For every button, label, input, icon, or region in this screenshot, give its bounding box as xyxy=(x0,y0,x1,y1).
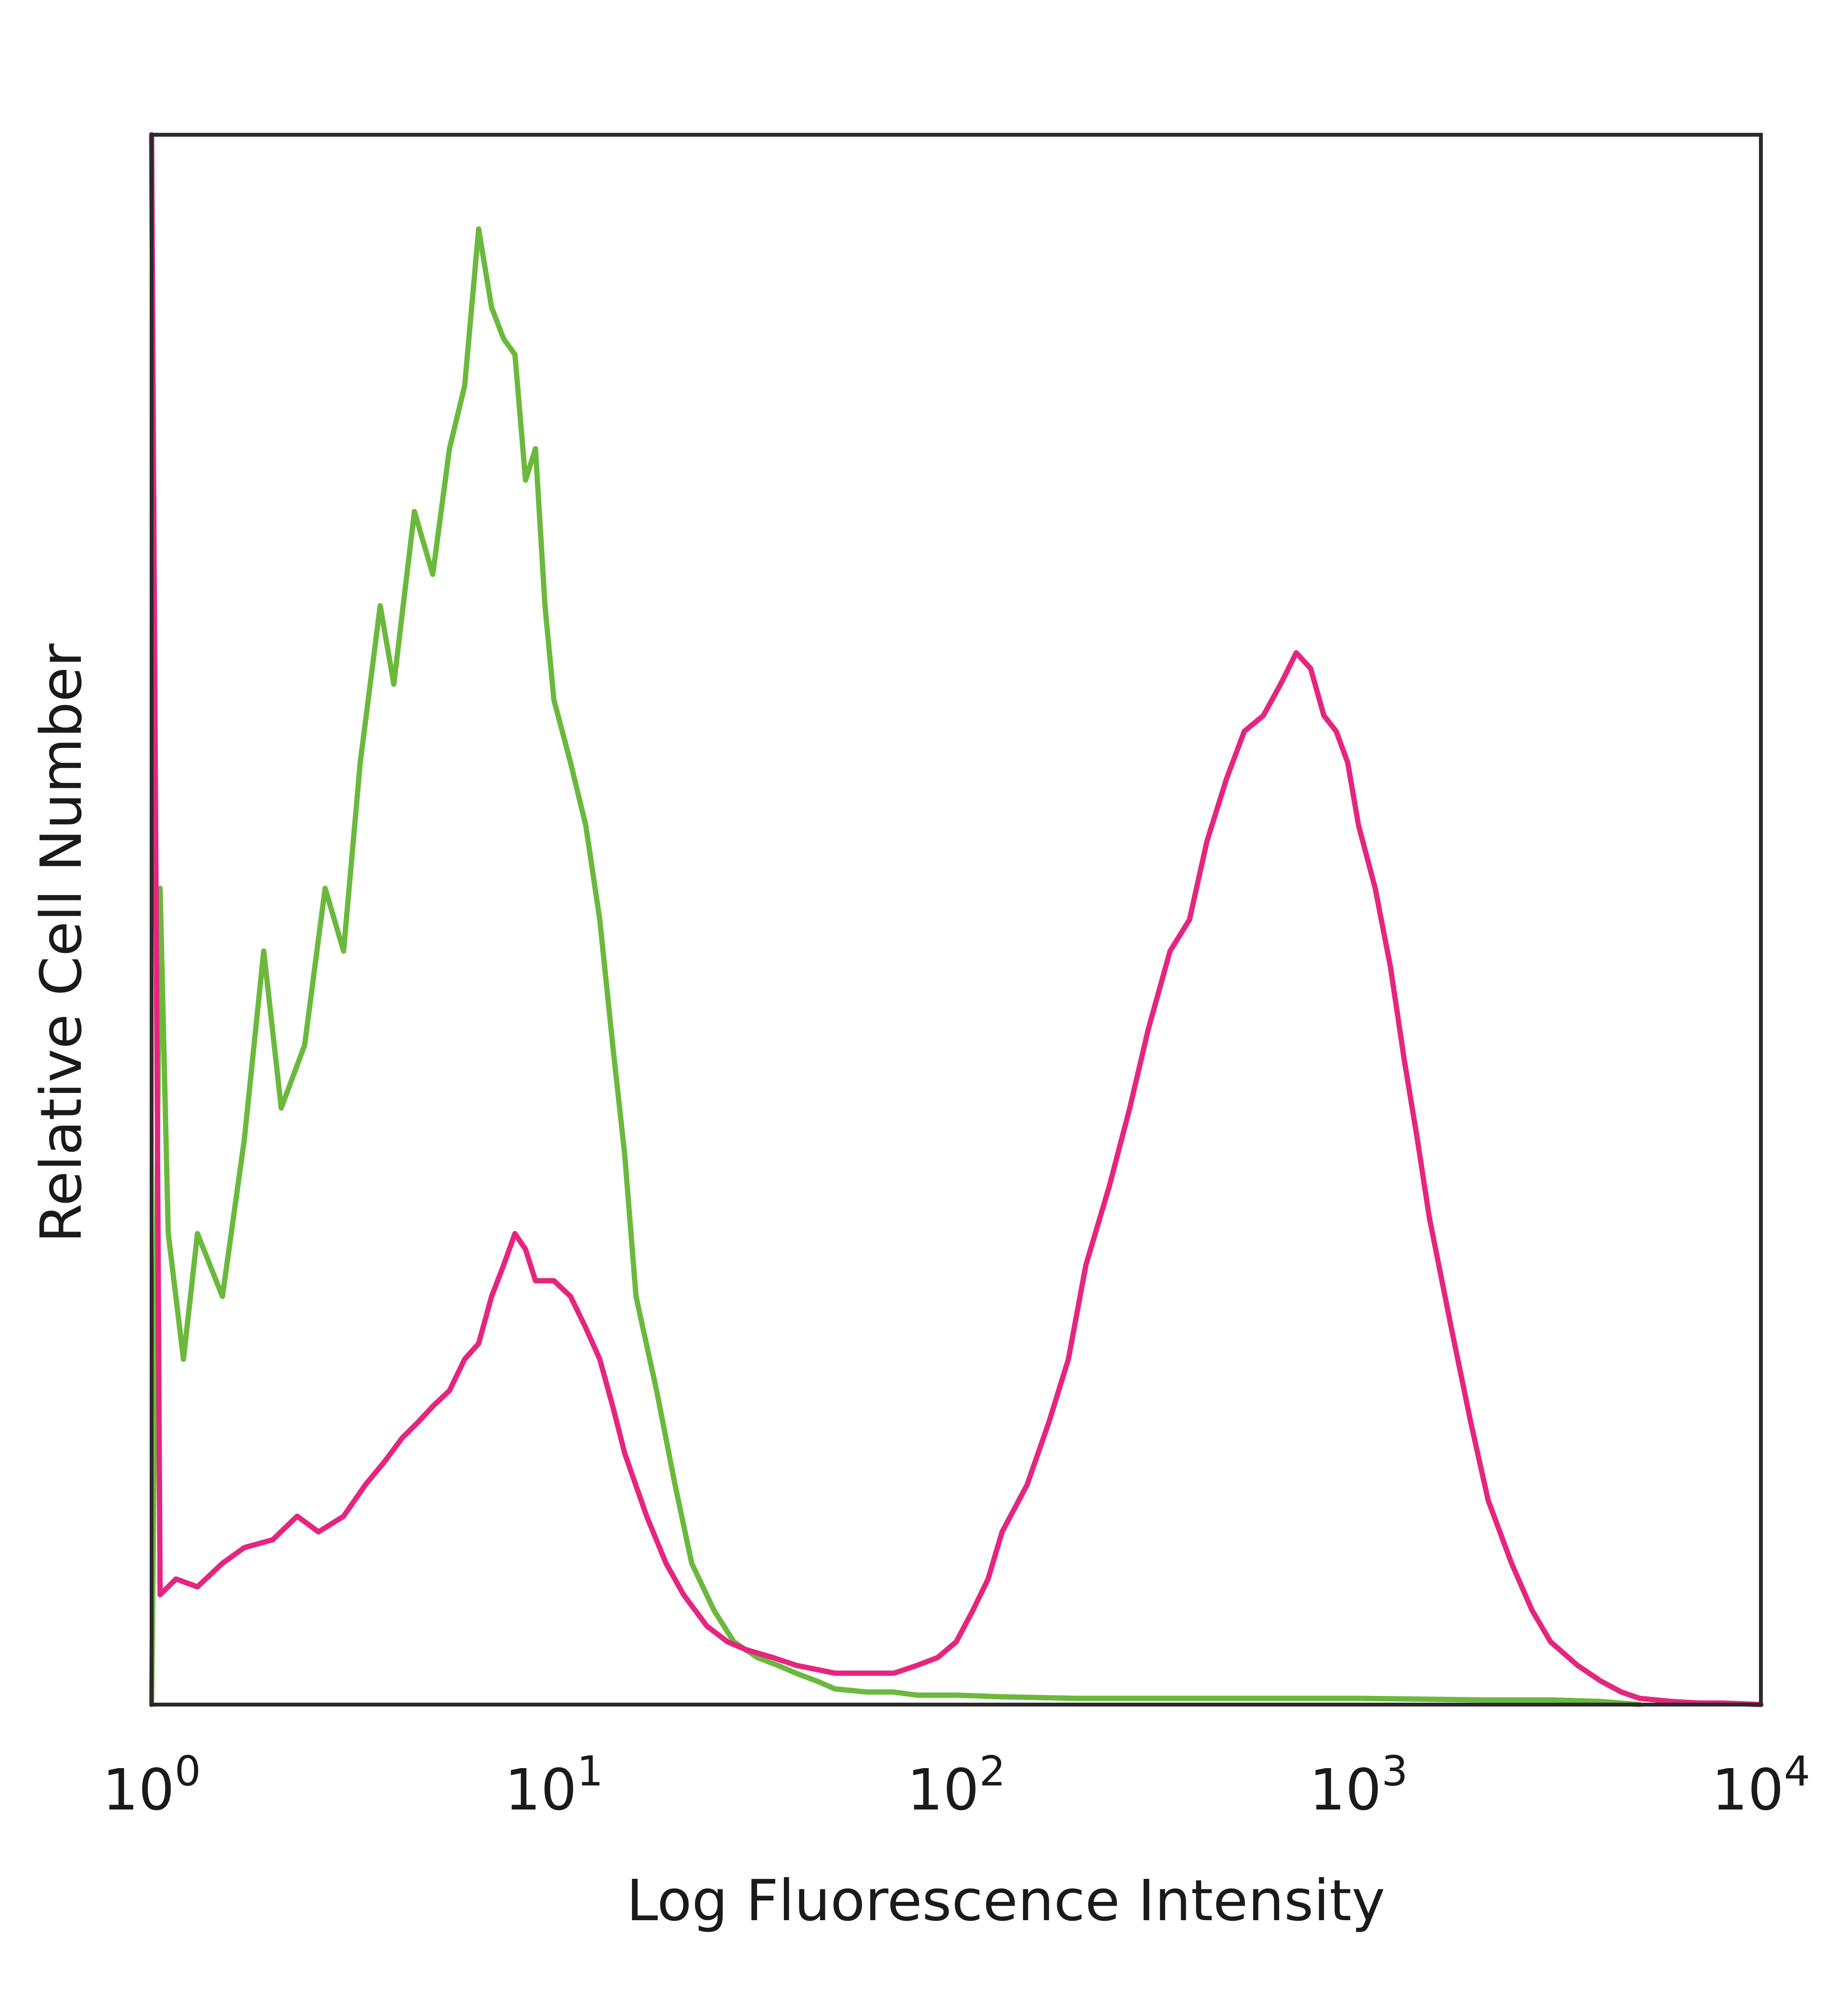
y-axis-title: Relative Cell Number xyxy=(28,643,94,1243)
plot-frame xyxy=(150,133,1763,1707)
x-tick-label-0: 100 xyxy=(103,1747,201,1823)
x-tick-label-3: 103 xyxy=(1309,1747,1408,1823)
x-tick-label-4: 104 xyxy=(1712,1747,1810,1823)
x-tick-label-1: 101 xyxy=(505,1747,603,1823)
x-axis-title: Log Fluorescence Intensity xyxy=(627,1867,1386,1934)
histogram-series-2 xyxy=(149,132,1764,1707)
x-tick-label-2: 102 xyxy=(907,1747,1006,1823)
series-layer xyxy=(149,132,1764,1707)
x-tick-labels: 100 101 102 103 104 xyxy=(103,1747,1810,1823)
histogram-series-1 xyxy=(149,226,1643,1707)
